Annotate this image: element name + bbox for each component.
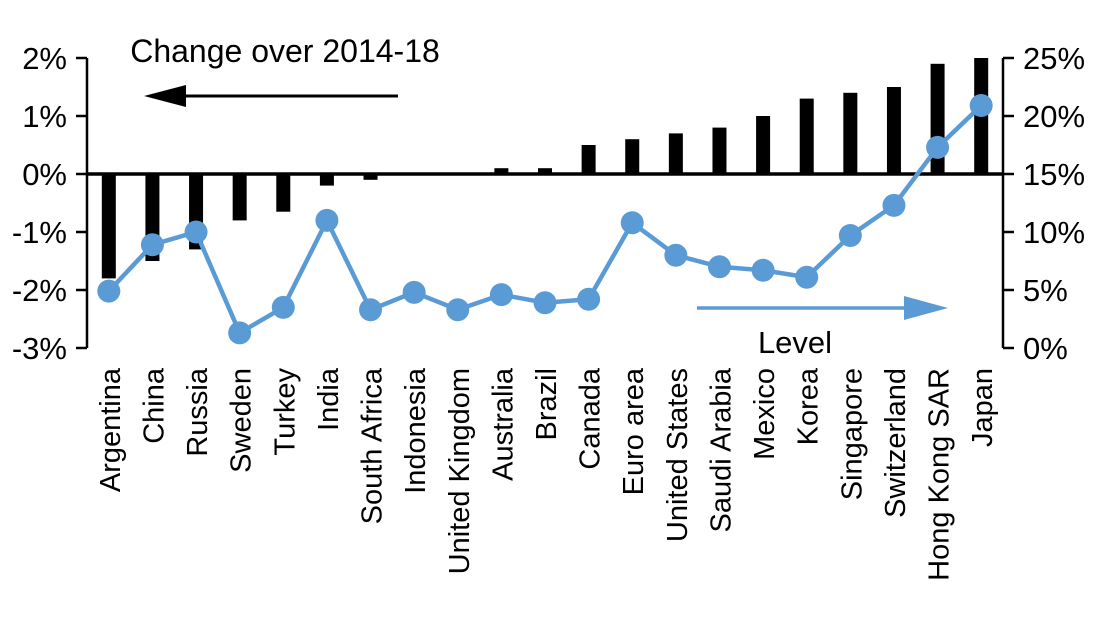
bar-india [319, 174, 334, 186]
x-axis-label-euro-area: Euro area [618, 367, 650, 495]
line-point-canada [577, 287, 601, 311]
left-axis-tick-label: 2% [22, 41, 67, 76]
line-point-singapore [838, 223, 862, 247]
line-point-indonesia [402, 280, 426, 304]
right-axis-tick-label: 20% [1023, 99, 1085, 134]
bar-singapore [843, 92, 858, 174]
line-point-turkey [271, 295, 295, 319]
left-axis-tick-label: -1% [12, 215, 67, 250]
right-axis-tick-label: 0% [1023, 331, 1068, 366]
bar-brazil [538, 168, 552, 174]
x-axis-label-south-africa: South Africa [357, 367, 389, 524]
bar-mexico [756, 116, 771, 174]
line-point-hong-kong-sar [926, 135, 950, 159]
bar-south-africa [363, 174, 378, 180]
line-point-brazil [533, 291, 557, 315]
bar-turkey [276, 174, 291, 212]
line-point-switzerland [882, 193, 906, 217]
x-axis-label-russia: Russia [182, 367, 214, 457]
line-point-russia [184, 220, 208, 244]
x-axis-label-indonesia: Indonesia [400, 367, 432, 494]
x-axis-label-argentina: Argentina [95, 367, 127, 492]
x-axis-label-singapore: Singapore [836, 368, 868, 500]
x-axis-label-mexico: Mexico [749, 368, 781, 460]
right-arrow-icon [904, 296, 948, 320]
x-axis-label-india: India [313, 367, 345, 431]
line-point-united-kingdom [446, 298, 470, 322]
left-arrow-icon [144, 85, 186, 107]
line-point-korea [795, 265, 819, 289]
right-axis-tick-label: 5% [1023, 273, 1068, 308]
bar-korea [799, 98, 814, 174]
line-point-united-states [664, 243, 688, 267]
x-axis-label-sweden: Sweden [226, 368, 258, 473]
x-axis-label-turkey: Turkey [269, 368, 301, 456]
line-point-australia [489, 283, 513, 307]
bar-switzerland [886, 87, 901, 174]
right-axis-tick-label: 25% [1023, 41, 1085, 76]
bar-saudi-arabia [712, 127, 727, 174]
x-axis-label-japan: Japan [967, 368, 999, 447]
x-axis-label-australia: Australia [487, 367, 519, 481]
bar-sweden [232, 174, 247, 221]
line-point-india [315, 208, 339, 232]
right-axis-tick-label: 15% [1023, 157, 1085, 192]
line-point-sweden [228, 321, 252, 345]
line-point-euro-area [620, 211, 644, 235]
x-axis-label-united-kingdom: United Kingdom [444, 368, 476, 574]
right-axis-tick-label: 10% [1023, 215, 1085, 250]
x-axis-label-china: China [138, 367, 170, 444]
x-axis-label-korea: Korea [793, 367, 825, 445]
line-point-japan [969, 94, 993, 118]
left-axis-tick-label: 1% [22, 99, 67, 134]
left-series-annotation-label: Change over 2014-18 [130, 33, 440, 69]
left-axis-tick-label: -2% [12, 273, 67, 308]
x-axis-label-switzerland: Switzerland [880, 368, 912, 518]
bar-united-states [668, 133, 683, 174]
left-axis-tick-label: -3% [12, 331, 67, 366]
line-point-mexico [751, 258, 775, 282]
x-axis-label-hong-kong-sar: Hong Kong SAR [924, 368, 956, 581]
line-point-china [140, 233, 164, 257]
x-axis-label-brazil: Brazil [531, 368, 563, 441]
line-point-argentina [97, 279, 121, 303]
line-point-south-africa [359, 298, 383, 322]
x-axis-label-united-states: United States [662, 368, 694, 542]
x-axis-label-saudi-arabia: Saudi Arabia [705, 367, 737, 532]
bar-canada [581, 145, 596, 174]
bar-australia [494, 168, 509, 174]
bar-argentina [101, 174, 116, 279]
right-series-annotation-label: Level [758, 325, 832, 360]
bar-euro-area [625, 139, 640, 174]
line-point-saudi-arabia [707, 255, 731, 279]
left-axis-tick-label: 0% [22, 157, 67, 192]
x-axis-label-canada: Canada [575, 367, 607, 469]
